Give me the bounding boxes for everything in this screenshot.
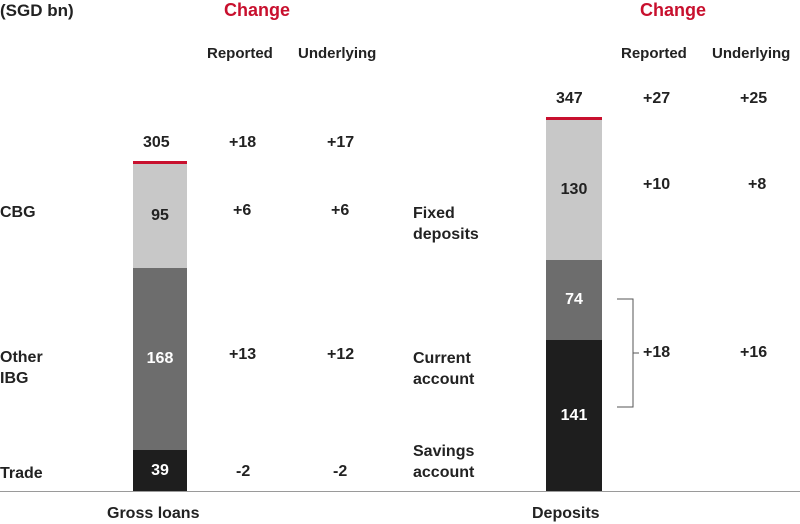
total-label-loans: 305 — [143, 134, 170, 151]
bar-segment-label-fixed-deposits: 130 — [560, 181, 588, 198]
bar-segment-savings-account: 141 — [546, 340, 602, 491]
underlying-total-loans: +17 — [327, 134, 355, 151]
reported-other-ibg: +13 — [229, 346, 257, 363]
bar-segment-cbg: 95 — [133, 164, 187, 268]
reported-fixed-deposits: +10 — [643, 176, 671, 193]
category-label-current-account: Current account — [413, 350, 475, 388]
underlying-fixed-deposits: +8 — [748, 176, 767, 193]
bar-segment-trade: 39 — [133, 450, 187, 491]
underlying-trade: -2 — [333, 463, 348, 480]
change-header-right: Change — [640, 0, 707, 20]
total-marker-deposits — [546, 117, 602, 120]
reported-cbg: +6 — [233, 202, 252, 219]
total-label-deposits: 347 — [556, 90, 583, 107]
reported-trade: -2 — [236, 463, 251, 480]
category-label-other-ibg: Other IBG — [0, 349, 43, 387]
underlying-total-deposits: +25 — [740, 90, 768, 107]
reported-total-deposits: +27 — [643, 90, 671, 107]
underlying-other-ibg: +12 — [327, 346, 355, 363]
bar-segment-label-other-ibg: 168 — [146, 350, 174, 367]
change-header-left: Change — [224, 0, 291, 20]
reported-total-loans: +18 — [229, 134, 257, 151]
bar-segment-label-cbg: 95 — [151, 207, 169, 224]
bar-segment-current-account: 74 — [546, 260, 602, 340]
underlying-header-right: Underlying — [712, 45, 791, 62]
axis-label-gross-loans: Gross loans — [107, 505, 200, 522]
reported-header-left: Reported — [207, 45, 273, 62]
category-label-cbg: CBG — [0, 204, 36, 221]
bar-segment-label-savings-account: 141 — [560, 406, 588, 424]
bar-segment-fixed-deposits: 130 — [546, 120, 602, 260]
category-label-trade: Trade — [0, 465, 43, 482]
underlying-casa: +16 — [740, 344, 768, 361]
bar-segment-label-current-account: 74 — [565, 291, 583, 308]
category-label-savings-account: Savings account — [413, 443, 475, 481]
bar-segment-label-trade: 39 — [151, 461, 169, 479]
category-label-fixed-deposits: Fixed deposits — [413, 205, 479, 243]
total-marker-loans — [133, 161, 187, 164]
bar-segment-other-ibg: 168 — [133, 268, 187, 450]
baseline — [0, 491, 800, 492]
reported-header-right: Reported — [621, 45, 687, 62]
underlying-header-left: Underlying — [298, 45, 377, 62]
bracket-casa — [617, 298, 639, 408]
unit-label: (SGD bn) — [0, 1, 74, 20]
underlying-cbg: +6 — [331, 202, 350, 219]
axis-label-deposits: Deposits — [532, 505, 600, 522]
reported-casa: +18 — [643, 344, 671, 361]
